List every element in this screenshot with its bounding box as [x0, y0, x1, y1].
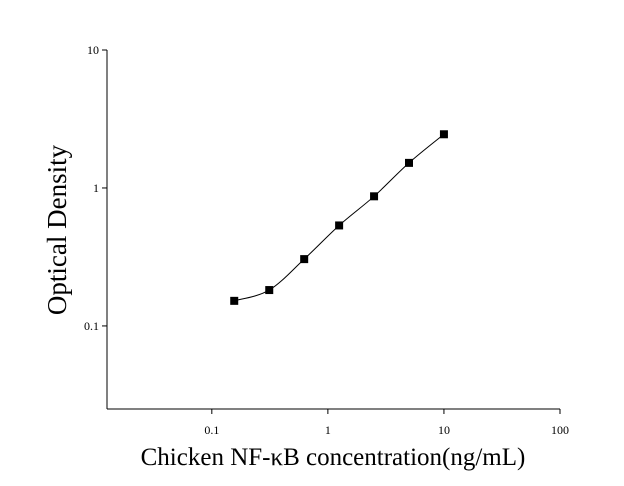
- data-point: [265, 286, 274, 295]
- y-tick-label: 1: [93, 181, 99, 195]
- y-axis-label: Optical Density: [42, 144, 72, 315]
- data-point: [230, 296, 239, 305]
- data-point: [405, 158, 413, 167]
- data-point: [439, 130, 448, 139]
- data-point: [300, 255, 309, 264]
- x-tick-label: 0.1: [204, 423, 219, 437]
- y-tick-label: 10: [87, 43, 99, 57]
- y-tick-label: 0.1: [84, 319, 99, 333]
- x-tick-label: 10: [438, 423, 450, 437]
- x-tick-label: 1: [325, 423, 331, 437]
- x-axis-label: Chicken NF-κB concentration(ng/mL): [141, 444, 526, 471]
- x-tick-label: 100: [551, 423, 569, 437]
- data-point: [370, 192, 379, 201]
- data-point: [335, 221, 344, 230]
